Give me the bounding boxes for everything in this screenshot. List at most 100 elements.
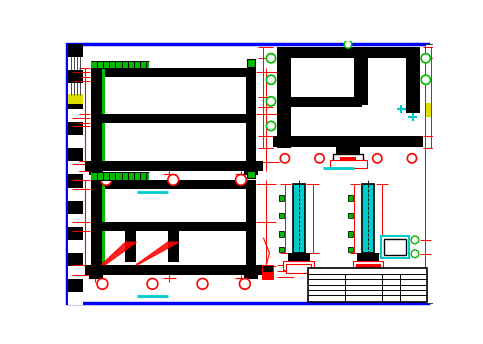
Bar: [279, 195, 284, 201]
Circle shape: [267, 54, 276, 63]
Bar: [273, 136, 424, 147]
Circle shape: [267, 121, 276, 131]
Bar: [68, 109, 83, 122]
Bar: [354, 47, 368, 105]
Circle shape: [411, 236, 419, 244]
Bar: [247, 59, 255, 67]
Bar: [308, 268, 427, 302]
Bar: [68, 266, 83, 279]
Bar: [355, 265, 381, 271]
Bar: [277, 47, 420, 58]
Bar: [293, 184, 305, 253]
Bar: [91, 172, 149, 180]
Bar: [262, 265, 274, 280]
Bar: [247, 171, 255, 178]
Bar: [68, 83, 83, 96]
Bar: [406, 47, 420, 113]
Bar: [91, 180, 101, 265]
Bar: [279, 213, 284, 218]
Bar: [101, 115, 246, 123]
Bar: [341, 157, 355, 161]
Circle shape: [101, 174, 112, 185]
Circle shape: [407, 154, 416, 163]
Bar: [68, 201, 83, 214]
Bar: [85, 161, 263, 171]
Circle shape: [97, 278, 108, 289]
Circle shape: [280, 154, 289, 163]
Bar: [263, 266, 272, 272]
Bar: [91, 68, 101, 161]
Bar: [244, 275, 258, 279]
Bar: [277, 47, 291, 148]
Bar: [89, 171, 103, 175]
Bar: [288, 253, 310, 264]
Bar: [89, 275, 103, 279]
Circle shape: [147, 278, 158, 289]
Circle shape: [236, 174, 246, 185]
Bar: [246, 68, 256, 161]
Circle shape: [421, 75, 430, 84]
Bar: [68, 70, 83, 83]
Bar: [247, 59, 255, 67]
Bar: [348, 232, 354, 237]
Bar: [279, 195, 284, 201]
Bar: [425, 44, 433, 303]
Bar: [279, 247, 284, 252]
Circle shape: [267, 97, 276, 106]
Bar: [68, 161, 83, 174]
Bar: [68, 135, 83, 148]
Bar: [286, 265, 311, 271]
Bar: [348, 195, 354, 201]
Bar: [68, 44, 83, 57]
Bar: [68, 292, 83, 305]
Bar: [68, 148, 83, 161]
Bar: [68, 214, 83, 227]
Bar: [247, 171, 255, 178]
Circle shape: [267, 75, 276, 84]
Circle shape: [344, 41, 352, 48]
Circle shape: [411, 250, 419, 258]
Bar: [333, 154, 363, 163]
Bar: [91, 68, 103, 161]
Bar: [308, 268, 427, 274]
Bar: [101, 180, 105, 265]
Bar: [91, 68, 256, 77]
Bar: [168, 231, 179, 261]
Bar: [68, 174, 83, 187]
Bar: [68, 94, 83, 105]
Bar: [101, 222, 246, 231]
Bar: [246, 180, 256, 265]
Bar: [353, 261, 384, 270]
Bar: [348, 195, 354, 201]
Bar: [85, 265, 263, 275]
Bar: [68, 253, 83, 266]
Bar: [426, 103, 432, 117]
Bar: [68, 279, 83, 292]
Polygon shape: [136, 242, 179, 265]
Bar: [91, 61, 149, 68]
Bar: [68, 96, 83, 109]
Bar: [91, 180, 256, 189]
Bar: [329, 160, 367, 168]
Circle shape: [240, 278, 250, 289]
Circle shape: [373, 154, 382, 163]
Bar: [68, 187, 83, 201]
Bar: [68, 240, 83, 253]
Bar: [279, 247, 284, 252]
Bar: [279, 232, 284, 237]
Bar: [384, 239, 406, 255]
Bar: [348, 213, 354, 218]
Bar: [348, 247, 354, 252]
Bar: [68, 122, 83, 135]
Bar: [348, 247, 354, 252]
Polygon shape: [101, 242, 136, 265]
Bar: [126, 231, 136, 261]
Bar: [381, 236, 409, 258]
Bar: [337, 146, 359, 157]
Bar: [68, 57, 83, 70]
Bar: [284, 261, 314, 270]
Bar: [348, 213, 354, 218]
Bar: [68, 105, 83, 109]
Bar: [286, 264, 311, 273]
Bar: [362, 184, 374, 253]
